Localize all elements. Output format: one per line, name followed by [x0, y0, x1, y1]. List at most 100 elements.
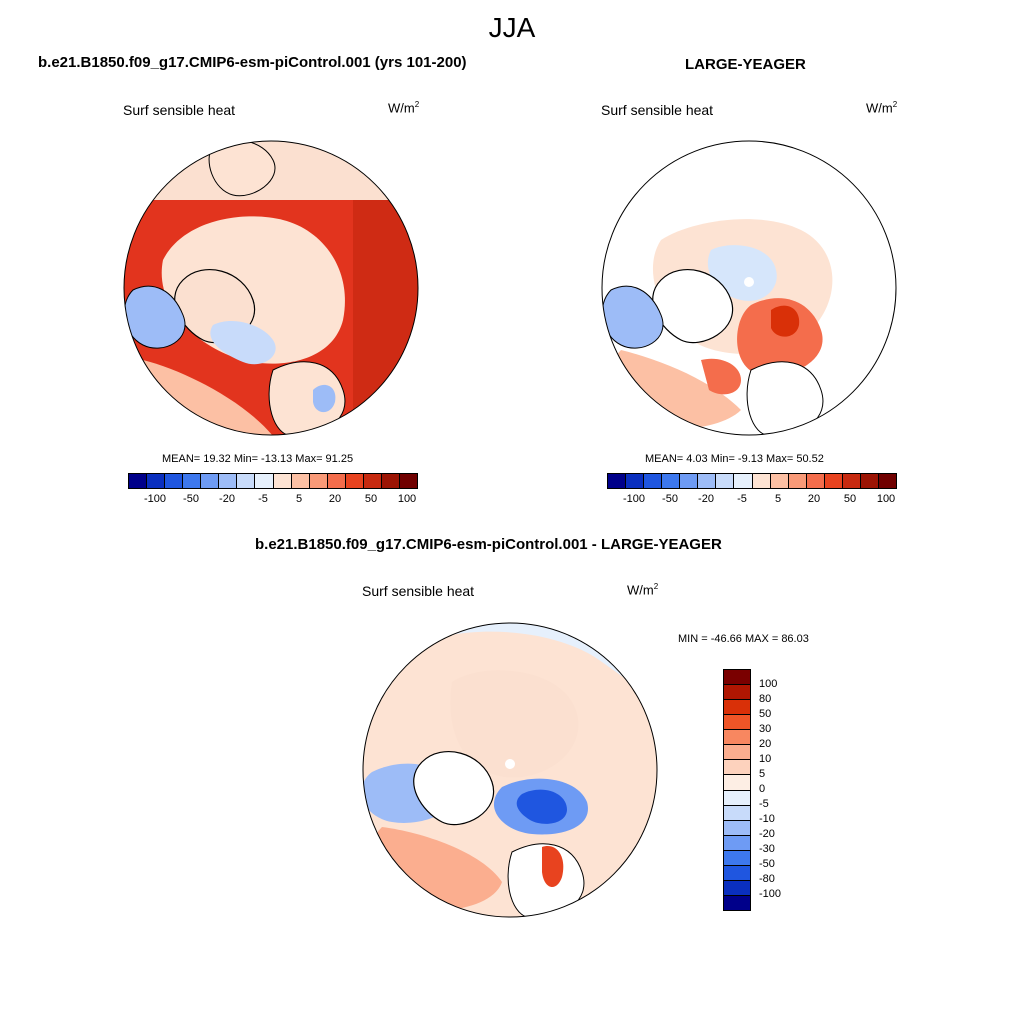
- colorbar-cell: [165, 474, 184, 488]
- colorbar-cell: [724, 895, 750, 910]
- colorbar-cell: [788, 474, 807, 488]
- panel1-stats: MEAN= 19.32 Min= -13.13 Max= 91.25: [162, 453, 354, 465]
- colorbar-tick-label: -100: [759, 888, 782, 900]
- colorbar-cell: [734, 474, 753, 488]
- colorbar-cell: [399, 474, 417, 488]
- colorbar-cell: [724, 745, 750, 761]
- colorbar-cell: [255, 474, 274, 488]
- figure-title: JJA: [488, 12, 536, 43]
- panel3-polar-map: [362, 622, 658, 918]
- panel2-stats: MEAN= 4.03 Min= -9.13 Max= 50.52: [645, 453, 824, 465]
- panel1-colorbar-labels: -100 -50 -20 -5 5 20 50 100: [128, 493, 418, 507]
- colorbar-tick-label: 100: [397, 493, 417, 505]
- panel2-polar-map: [601, 140, 897, 436]
- colorbar-cell: [724, 775, 750, 791]
- colorbar-cell: [680, 474, 699, 488]
- colorbar-cell: [309, 474, 328, 488]
- colorbar-tick-label: 0: [759, 783, 766, 795]
- colorbar-tick-label: -100: [622, 493, 646, 505]
- panel2-variable-label: Surf sensible heat: [601, 102, 714, 118]
- colorbar-cell: [724, 880, 750, 896]
- colorbar-cell: [662, 474, 681, 488]
- colorbar-cell: [752, 474, 771, 488]
- colorbar-tick-label: -20: [698, 493, 714, 505]
- colorbar-tick-label: 20: [759, 738, 772, 750]
- panel2-colorbar-labels: -100 -50 -20 -5 5 20 50 100: [607, 493, 897, 507]
- colorbar-cell: [237, 474, 256, 488]
- colorbar-cell: [724, 790, 750, 806]
- colorbar-cell: [724, 670, 750, 686]
- colorbar-cell: [878, 474, 896, 488]
- colorbar-cell: [724, 685, 750, 701]
- colorbar-tick-label: -5: [258, 493, 268, 505]
- colorbar-tick-label: 20: [328, 493, 342, 505]
- colorbar-tick-label: 5: [759, 768, 766, 780]
- colorbar-cell: [724, 730, 750, 746]
- colorbar-cell: [644, 474, 663, 488]
- panel3-colorbar: [723, 669, 751, 911]
- colorbar-tick-label: 5: [774, 493, 782, 505]
- colorbar-tick-label: -100: [143, 493, 167, 505]
- colorbar-cell: [824, 474, 843, 488]
- colorbar-cell: [724, 715, 750, 731]
- colorbar-tick-label: -5: [737, 493, 747, 505]
- colorbar-cell: [724, 760, 750, 776]
- colorbar-tick-label: -20: [219, 493, 235, 505]
- colorbar-cell: [219, 474, 238, 488]
- colorbar-cell: [724, 865, 750, 881]
- colorbar-tick-label: 50: [364, 493, 378, 505]
- colorbar-cell: [626, 474, 645, 488]
- colorbar-tick-label: 50: [759, 708, 772, 720]
- colorbar-cell: [698, 474, 717, 488]
- colorbar-cell: [345, 474, 364, 488]
- colorbar-cell: [724, 835, 750, 851]
- colorbar-tick-label: 10: [759, 753, 772, 765]
- colorbar-tick-label: -20: [759, 828, 775, 840]
- colorbar-cell: [724, 700, 750, 716]
- colorbar-tick-label: 5: [295, 493, 303, 505]
- colorbar-tick-label: 50: [843, 493, 857, 505]
- panel1-case-title: b.e21.B1850.f09_g17.CMIP6-esm-piControl.…: [38, 54, 467, 71]
- panel3-variable-label: Surf sensible heat: [362, 583, 475, 599]
- colorbar-cell: [724, 820, 750, 836]
- colorbar-tick-label: -10: [759, 813, 775, 825]
- colorbar-tick-label: 20: [807, 493, 821, 505]
- panel3-units: W/m2: [627, 582, 659, 598]
- colorbar-tick-label: -5: [759, 798, 769, 810]
- panel1-colorbar: [128, 473, 418, 489]
- colorbar-cell: [201, 474, 220, 488]
- colorbar-tick-label: -30: [759, 843, 775, 855]
- colorbar-cell: [363, 474, 382, 488]
- panel2-colorbar: [607, 473, 897, 489]
- panel3-colorbar-labels: 100 80 50 30 20 10 5 0 -5 -10 -20 -30 -50 -80 -100: [759, 669, 799, 909]
- colorbar-cell: [291, 474, 310, 488]
- colorbar-cell: [327, 474, 346, 488]
- colorbar-cell: [183, 474, 202, 488]
- colorbar-cell: [381, 474, 400, 488]
- colorbar-cell: [770, 474, 789, 488]
- colorbar-tick-label: -50: [662, 493, 678, 505]
- colorbar-tick-label: -50: [183, 493, 199, 505]
- panel1-polar-map: [123, 140, 419, 436]
- colorbar-cell: [129, 474, 148, 488]
- colorbar-tick-label: 100: [876, 493, 896, 505]
- colorbar-cell: [608, 474, 627, 488]
- colorbar-cell: [724, 805, 750, 821]
- panel1-variable-label: Surf sensible heat: [123, 102, 236, 118]
- colorbar-cell: [842, 474, 861, 488]
- panel2-case-title: LARGE-YEAGER: [685, 56, 806, 73]
- colorbar-cell: [147, 474, 166, 488]
- colorbar-tick-label: -80: [759, 873, 775, 885]
- colorbar-tick-label: 30: [759, 723, 772, 735]
- colorbar-cell: [273, 474, 292, 488]
- colorbar-cell: [806, 474, 825, 488]
- colorbar-tick-label: 100: [759, 678, 778, 690]
- colorbar-cell: [860, 474, 879, 488]
- panel3-case-title: b.e21.B1850.f09_g17.CMIP6-esm-piControl.…: [255, 536, 722, 553]
- panel3-stats: MIN = -46.66 MAX = 86.03: [678, 633, 809, 645]
- colorbar-cell: [724, 850, 750, 866]
- panel1-units: W/m2: [388, 100, 420, 116]
- panel2-units: W/m2: [866, 100, 898, 116]
- colorbar-tick-label: -50: [759, 858, 775, 870]
- colorbar-tick-label: 80: [759, 693, 772, 705]
